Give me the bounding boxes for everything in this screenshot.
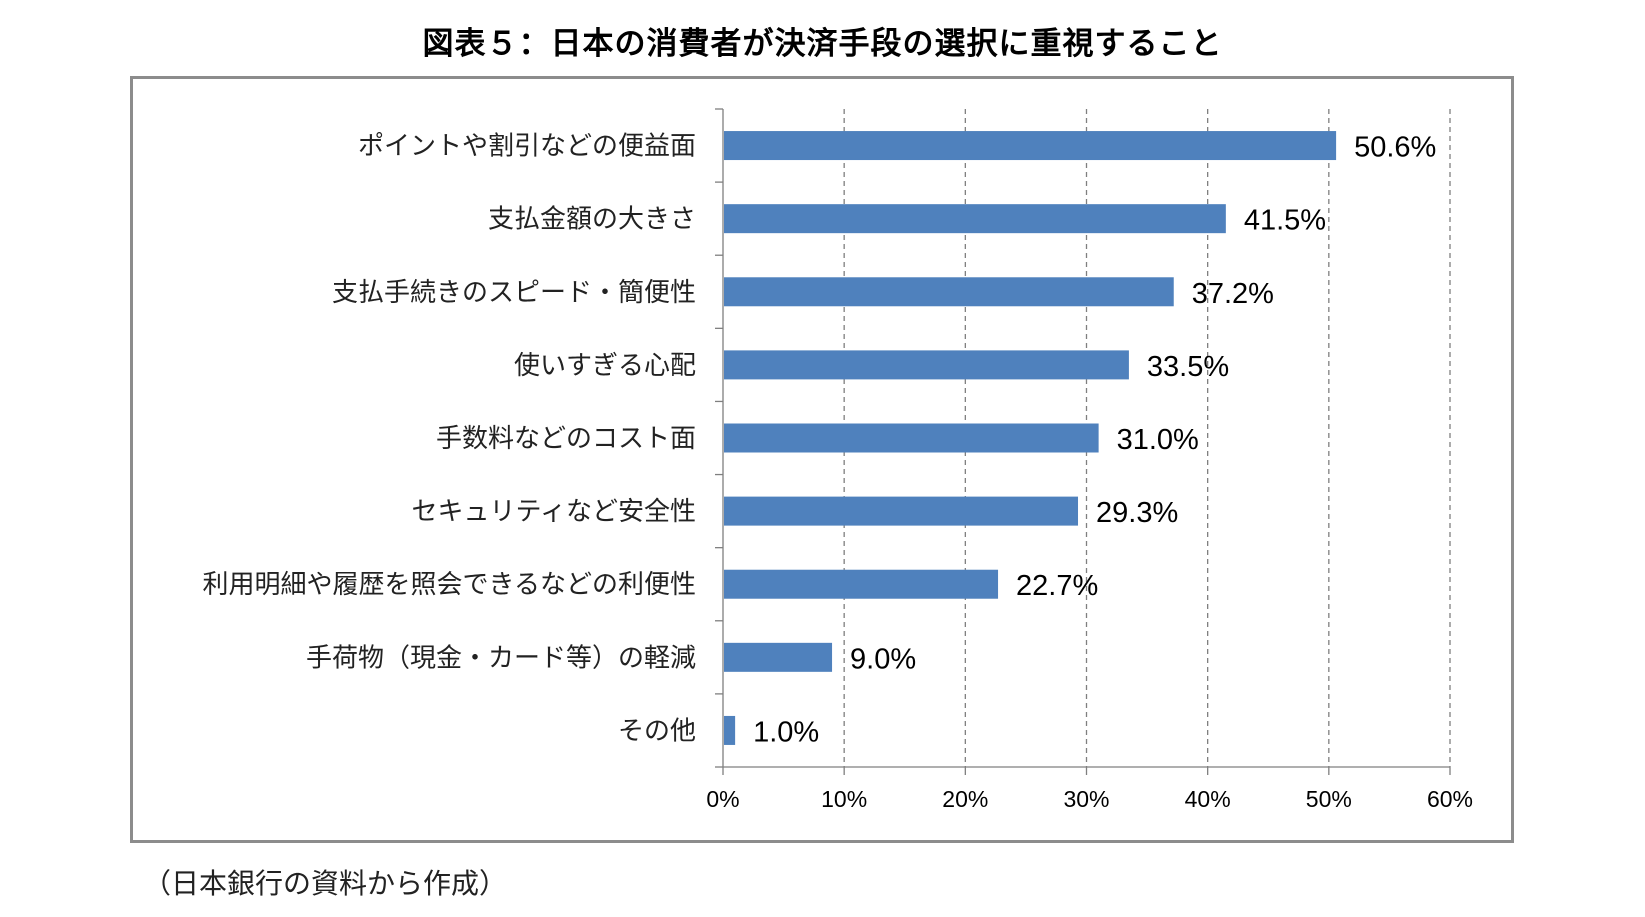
data-label: 37.2% — [1192, 278, 1274, 310]
category-label: 手数料などのコスト面 — [436, 424, 696, 454]
category-label: 支払手続きのスピード・簡便性 — [332, 278, 696, 308]
labels: 0% 10% 20% 30% 40% 50% 60% ポイントや割引などの便益面 50.6% 支払… — [203, 132, 1474, 812]
data-label: 33.5% — [1147, 351, 1229, 383]
category-label: 支払金額の大きさ — [488, 205, 696, 235]
category-label: その他 — [618, 716, 696, 746]
category-label: セキュリティなど安全性 — [412, 497, 696, 527]
data-label: 41.5% — [1244, 205, 1326, 237]
x-tick-label: 0% — [706, 786, 739, 812]
bar — [724, 131, 1337, 161]
bar — [724, 277, 1174, 307]
category-label: ポイントや割引などの便益面 — [358, 132, 696, 162]
bar — [724, 423, 1099, 453]
x-tick-label: 20% — [942, 786, 988, 812]
category-label: 使いすぎる心配 — [514, 351, 696, 381]
data-label: 1.0% — [753, 716, 819, 748]
chart-title: 図表５：日本の消費者が決済手段の選択に重視すること — [422, 26, 1223, 62]
category-label: 手荷物（現金・カード等）の軽減 — [306, 643, 696, 673]
x-tick-label: 60% — [1427, 786, 1473, 812]
data-label: 29.3% — [1096, 497, 1178, 529]
bar — [724, 496, 1079, 526]
category-label: 利用明細や履歴を照会できるなどの利便性 — [203, 570, 696, 600]
bar — [724, 715, 736, 745]
data-label: 9.0% — [850, 643, 916, 675]
x-tick-label: 50% — [1306, 786, 1352, 812]
x-tick-label: 10% — [821, 786, 867, 812]
data-label: 22.7% — [1016, 570, 1098, 602]
bar — [724, 350, 1129, 380]
data-label: 50.6% — [1354, 132, 1436, 164]
data-label: 31.0% — [1117, 424, 1199, 456]
x-tick-label: 40% — [1185, 786, 1231, 812]
bar — [724, 569, 999, 599]
bars — [724, 131, 1337, 745]
x-tick-label: 30% — [1063, 786, 1109, 812]
axes — [715, 108, 1451, 775]
source-note: （日本銀行の資料から作成） — [143, 867, 508, 900]
chart-frame — [130, 76, 1514, 843]
bar — [724, 642, 833, 672]
bar — [724, 204, 1226, 234]
